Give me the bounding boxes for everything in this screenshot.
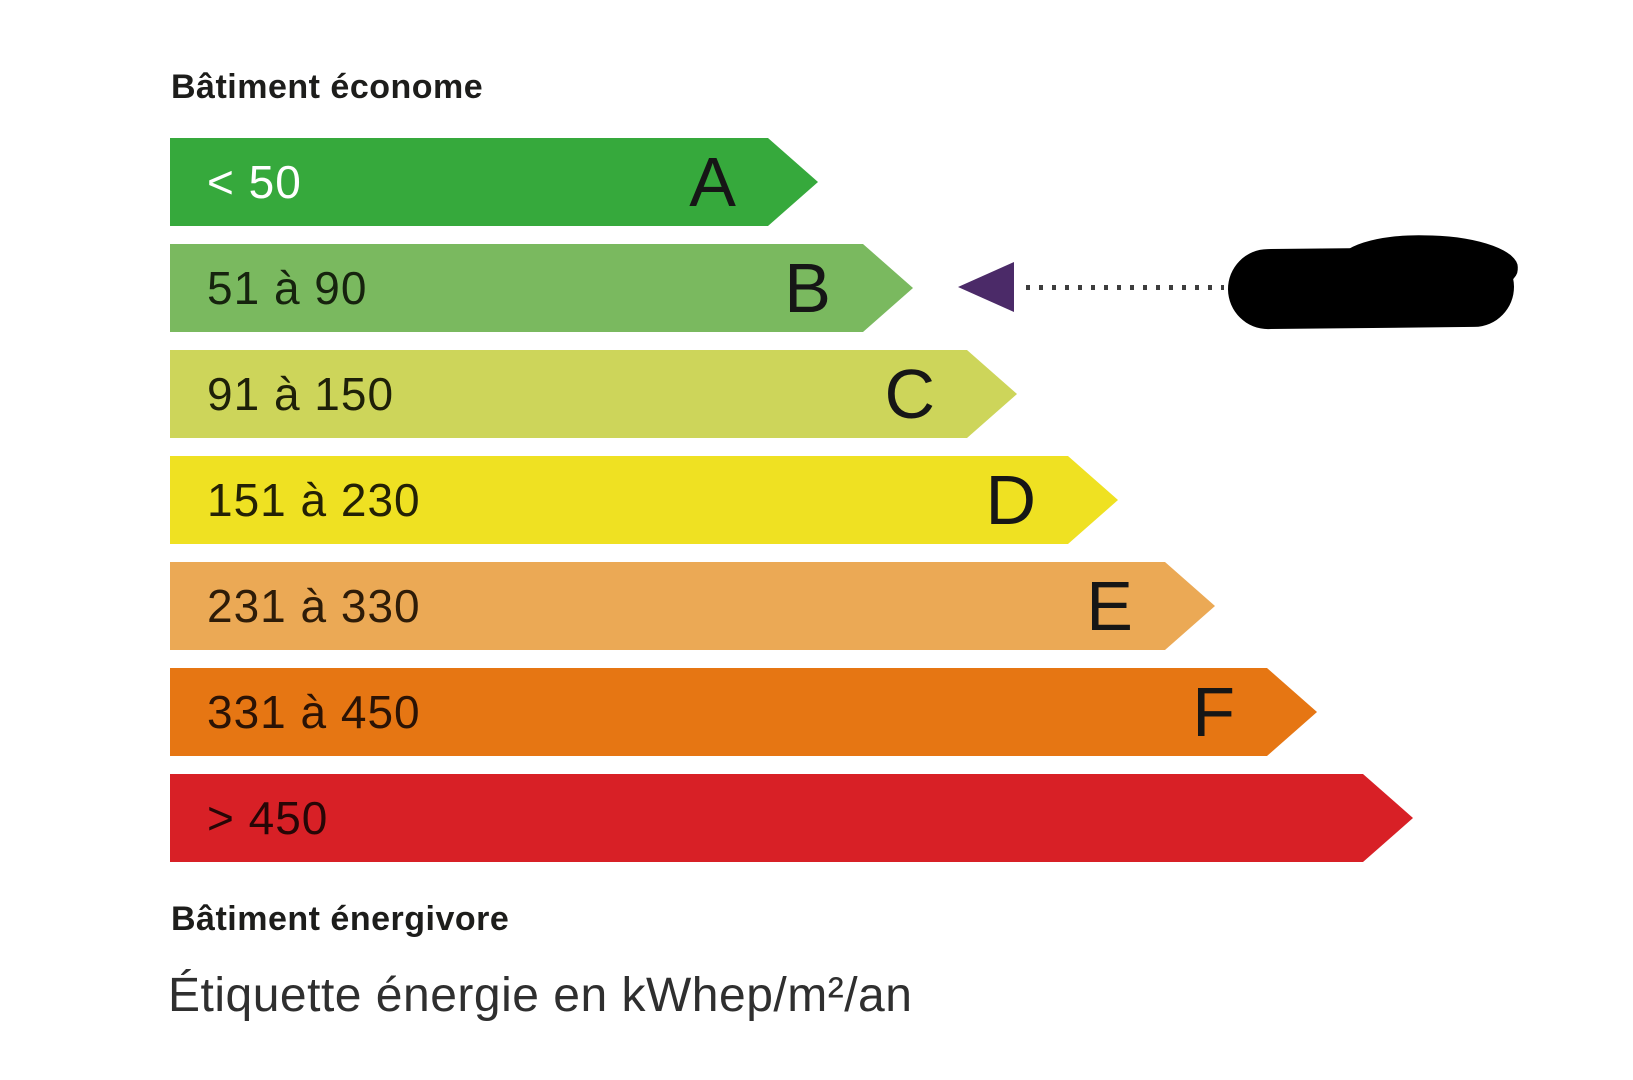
class-letter-f: F [1192,673,1235,751]
class-letter-d: D [985,461,1036,539]
range-label-f: 331 à 450 [207,686,421,738]
range-label-b: 51 à 90 [207,262,368,314]
energy-scale: < 50 A 51 à 90 B 91 à 150 C 151 à 230 D … [170,138,1413,862]
energy-bar-d: 151 à 230 D [170,456,1118,544]
energy-bar-c: 91 à 150 C [170,350,1017,438]
energy-bar-a: < 50 A [170,138,818,226]
redacted-value-marker [1227,246,1515,330]
energy-intensive-label: Bâtiment énergivore [171,900,510,938]
energy-bar-b: 51 à 90 B [170,244,913,332]
class-letter-e: E [1086,567,1133,645]
range-label-g: > 450 [207,792,329,844]
energy-bar-e: 231 à 330 E [170,562,1215,650]
class-letter-a: A [689,143,736,221]
dotted-connector [1026,285,1224,290]
range-label-d: 151 à 230 [207,474,421,526]
range-label-a: < 50 [207,156,302,208]
energy-bar-f: 331 à 450 F [170,668,1317,756]
economical-label: Bâtiment économe [171,68,484,106]
range-label-e: 231 à 330 [207,580,421,632]
class-letter-c: C [884,355,935,433]
range-label-c: 91 à 150 [207,368,395,420]
energy-bar-g: > 450 [170,774,1413,862]
class-letter-b: B [784,249,831,327]
scale-unit-caption: Étiquette énergie en kWhep/m²/an [168,969,913,1022]
selected-class-arrow-icon [958,262,1014,312]
